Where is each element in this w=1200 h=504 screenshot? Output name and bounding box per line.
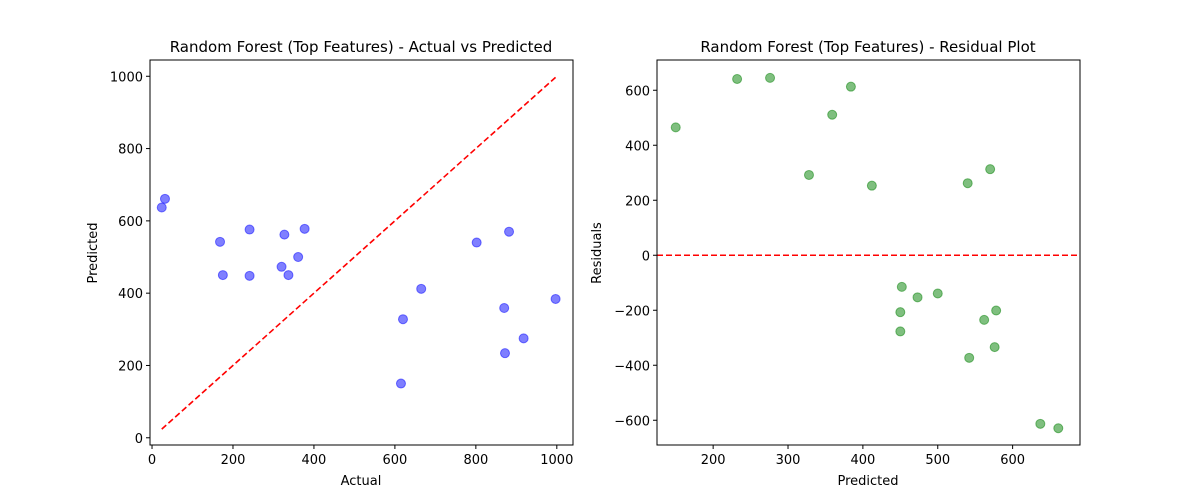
data-point <box>1053 423 1064 434</box>
data-point <box>276 261 287 272</box>
data-point <box>895 307 906 318</box>
data-point <box>765 72 776 83</box>
chart-title: Random Forest (Top Features) - Residual … <box>700 38 1035 56</box>
y-tick-label: 600 <box>625 84 650 99</box>
y-tick-label: 400 <box>625 139 650 154</box>
data-point <box>896 281 907 292</box>
data-point <box>395 378 406 389</box>
data-point <box>279 229 290 240</box>
data-point <box>895 326 906 337</box>
data-point <box>293 252 304 263</box>
y-tick-label: −200 <box>614 304 650 319</box>
data-point <box>670 122 681 133</box>
residual-plot-chart: Random Forest (Top Features) - Residual … <box>590 38 1081 489</box>
y-tick-label: 400 <box>118 287 143 302</box>
data-point <box>215 236 226 247</box>
data-point <box>299 223 310 234</box>
actual-vs-predicted-chart: Random Forest (Top Features) - Actual vs… <box>86 38 574 489</box>
plot-area: 200 300 400 500 600 −600 −400 −200 0 200 400 600 <box>614 72 1080 468</box>
y-tick-label: 1000 <box>110 70 143 85</box>
data-point <box>504 226 515 237</box>
data-point <box>827 109 838 120</box>
x-tick-label: 0 <box>148 453 156 468</box>
data-point <box>397 314 408 325</box>
x-tick-label: 600 <box>382 453 407 468</box>
axes-frame <box>656 59 1081 446</box>
y-tick-label: 200 <box>118 359 143 374</box>
x-tick-label: 800 <box>463 453 488 468</box>
x-tick-label: 400 <box>850 453 875 468</box>
data-point <box>416 283 427 294</box>
data-point <box>979 314 990 325</box>
x-tick-label: 500 <box>925 453 950 468</box>
y-tick-label: 0 <box>135 432 143 447</box>
y-tick-label: 200 <box>625 194 650 209</box>
data-point <box>550 293 561 304</box>
x-tick-label: 200 <box>701 453 726 468</box>
data-point <box>912 292 923 303</box>
x-tick-label: 200 <box>221 453 246 468</box>
data-point <box>985 164 996 175</box>
data-point <box>866 180 877 191</box>
y-tick-label: 800 <box>118 143 143 158</box>
y-axis-label: Predicted <box>86 222 101 283</box>
data-point <box>1035 418 1046 429</box>
data-point <box>499 348 510 359</box>
data-point <box>244 270 255 281</box>
data-point <box>283 270 294 281</box>
y-tick-label: 0 <box>642 249 650 264</box>
data-point <box>989 342 1000 353</box>
data-point <box>244 224 255 235</box>
y-tick-label: 600 <box>118 215 143 230</box>
data-point <box>803 169 814 180</box>
reference-line <box>161 75 558 430</box>
data-point <box>964 352 975 363</box>
x-tick-label: 600 <box>1000 453 1025 468</box>
data-point <box>499 302 510 313</box>
x-tick-label: 400 <box>302 453 327 468</box>
y-tick-label: −400 <box>614 359 650 374</box>
y-tick-label: −600 <box>614 414 650 429</box>
y-axis-label: Residuals <box>590 222 605 284</box>
data-point <box>518 333 529 344</box>
data-point <box>845 81 856 92</box>
data-point <box>962 178 973 189</box>
plot-area: 0 200 400 600 800 1000 0 200 400 600 800 1000 <box>110 70 573 468</box>
x-axis-label: Predicted <box>837 474 898 489</box>
data-point <box>159 193 170 204</box>
data-point <box>991 305 1002 316</box>
data-point <box>471 237 482 248</box>
data-point <box>932 288 943 299</box>
data-point <box>732 73 743 84</box>
chart-title: Random Forest (Top Features) - Actual vs… <box>170 38 553 56</box>
x-tick-label: 300 <box>776 453 801 468</box>
data-point <box>156 202 167 213</box>
x-axis-label: Actual <box>341 474 382 489</box>
axes-frame <box>149 59 574 446</box>
x-tick-label: 1000 <box>540 453 573 468</box>
data-point <box>217 270 228 281</box>
